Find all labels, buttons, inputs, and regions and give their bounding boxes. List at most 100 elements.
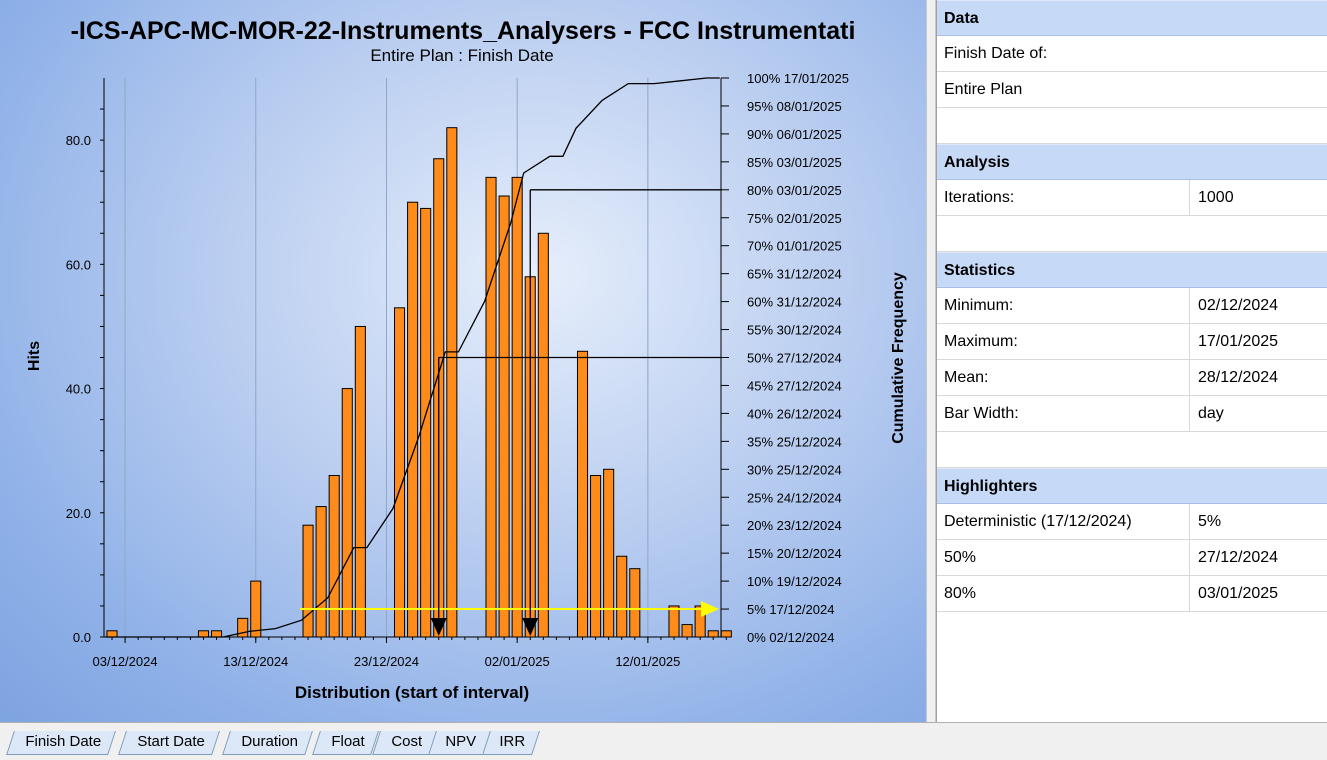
chart-subtitle: Entire Plan : Finish Date bbox=[370, 46, 553, 65]
minimum-label: Minimum: bbox=[944, 297, 1014, 314]
x-tick-label: 12/01/2025 bbox=[615, 654, 680, 669]
cumulative-tick-label: 95% 08/01/2025 bbox=[747, 99, 842, 114]
histogram-bar bbox=[341, 388, 353, 638]
cumulative-tick-label: 90% 06/01/2025 bbox=[747, 127, 842, 142]
tab-start-date[interactable]: Start Date bbox=[118, 731, 220, 755]
y-tick-label: 80.0 bbox=[66, 133, 91, 148]
panel-splitter[interactable] bbox=[926, 0, 936, 722]
cumulative-tick-label: 25% 24/12/2024 bbox=[747, 490, 842, 505]
y2-axis-label: Cumulative Frequency bbox=[890, 272, 907, 444]
mean-value: 28/12/2024 bbox=[1189, 360, 1278, 395]
histogram-bar bbox=[328, 475, 340, 638]
tab-cost-label: Cost bbox=[391, 733, 423, 750]
cumulative-tick-label: 10% 19/12/2024 bbox=[747, 574, 842, 589]
histogram-bar bbox=[211, 630, 223, 638]
cumulative-curve bbox=[105, 77, 720, 638]
tab-cost[interactable]: Cost bbox=[372, 731, 437, 755]
histogram-bar bbox=[576, 350, 589, 638]
cumulative-tick-label: 5% 17/12/2024 bbox=[747, 602, 834, 617]
highlighter-80-row[interactable]: 80% 03/01/2025 bbox=[937, 576, 1327, 612]
data-header-label: Data bbox=[944, 10, 979, 27]
histogram-bar bbox=[197, 630, 210, 638]
y-tick-label: 40.0 bbox=[66, 382, 91, 397]
histogram-bar bbox=[707, 630, 719, 638]
bar-width-label: Bar Width: bbox=[944, 405, 1019, 422]
cumulative-tick-label: 30% 25/12/2024 bbox=[747, 462, 842, 477]
histogram-bar bbox=[446, 127, 458, 638]
y-axis-label: Hits bbox=[26, 341, 43, 371]
entire-plan-row: Entire Plan bbox=[937, 72, 1327, 108]
tab-irr-label: IRR bbox=[499, 733, 526, 750]
cumulative-tick-label: 20% 23/12/2024 bbox=[747, 518, 842, 533]
percentile-marker-icon bbox=[522, 618, 539, 636]
histogram-bar bbox=[315, 506, 327, 638]
finish-date-of-row: Finish Date of: bbox=[937, 36, 1327, 72]
tab-duration[interactable]: Duration bbox=[222, 731, 313, 755]
analysis-tabs-bar: Finish Date Start Date Duration Float Co… bbox=[0, 722, 1327, 760]
cumulative-tick-label: 0% 02/12/2024 bbox=[747, 630, 834, 645]
histogram-bar bbox=[498, 195, 510, 638]
highlighter-deterministic-label: Deterministic (17/12/2024) bbox=[944, 513, 1132, 530]
histogram-bar bbox=[616, 555, 628, 638]
cumulative-tick-label: 15% 20/12/2024 bbox=[747, 546, 842, 561]
histogram-chart-panel: -ICS-APC-MC-MOR-22-Instruments_Analysers… bbox=[0, 0, 926, 722]
iterations-row: Iterations: 1000 bbox=[937, 180, 1327, 216]
maximum-label: Maximum: bbox=[944, 333, 1018, 350]
tab-finish-date[interactable]: Finish Date bbox=[6, 731, 116, 755]
highlighters-section-header: Highlighters bbox=[937, 468, 1327, 504]
highlighter-80-value: 03/01/2025 bbox=[1189, 576, 1278, 611]
histogram-bar bbox=[537, 232, 549, 638]
bar-width-row: Bar Width: day bbox=[937, 396, 1327, 432]
tab-npv-label: NPV bbox=[445, 733, 477, 750]
tab-start-date-label: Start Date bbox=[137, 733, 205, 750]
highlighter-50-row[interactable]: 50% 27/12/2024 bbox=[937, 540, 1327, 576]
cumulative-tick-label: 70% 01/01/2025 bbox=[747, 239, 842, 254]
histogram-bar bbox=[629, 568, 641, 638]
histogram-bar bbox=[590, 475, 602, 638]
data-section-header: Data bbox=[937, 0, 1327, 36]
mean-label: Mean: bbox=[944, 369, 989, 386]
histogram-bar bbox=[668, 605, 680, 638]
cumulative-tick-label: 65% 31/12/2024 bbox=[747, 267, 842, 282]
percentile-marker-icon bbox=[430, 618, 447, 636]
mean-row: Mean: 28/12/2024 bbox=[937, 360, 1327, 396]
histogram-bar bbox=[420, 207, 432, 638]
highlighter-deterministic-row[interactable]: Deterministic (17/12/2024) 5% bbox=[937, 504, 1327, 540]
blank-row bbox=[937, 108, 1327, 144]
histogram-bar bbox=[485, 176, 497, 638]
statistics-side-panel: Data Finish Date of: Entire Plan Analysi… bbox=[936, 0, 1327, 722]
y-tick-label: 0.0 bbox=[73, 630, 91, 645]
highlighter-80-label: 80% bbox=[944, 585, 977, 602]
cumulative-tick-label: 85% 03/01/2025 bbox=[747, 155, 842, 170]
y-tick-label: 20.0 bbox=[66, 506, 91, 521]
cumulative-tick-label: 40% 26/12/2024 bbox=[747, 406, 842, 421]
histogram-bar bbox=[511, 176, 523, 638]
histogram-bar bbox=[394, 307, 406, 638]
x-axis-label: Distribution (start of interval) bbox=[295, 683, 529, 702]
tab-finish-date-label: Finish Date bbox=[25, 733, 102, 750]
iterations-value: 1000 bbox=[1189, 180, 1234, 215]
minimum-row: Minimum: 02/12/2024 bbox=[937, 288, 1327, 324]
histogram-bar bbox=[720, 630, 732, 638]
cumulative-tick-label: 80% 03/01/2025 bbox=[747, 183, 842, 198]
analysis-header-label: Analysis bbox=[944, 154, 1010, 171]
deterministic-arrow-icon bbox=[701, 601, 719, 618]
x-tick-label: 03/12/2024 bbox=[93, 654, 158, 669]
tab-duration-label: Duration bbox=[241, 733, 299, 750]
tab-npv[interactable]: NPV bbox=[426, 731, 491, 755]
tab-float[interactable]: Float bbox=[312, 731, 380, 755]
maximum-value: 17/01/2025 bbox=[1189, 324, 1278, 359]
cumulative-tick-label: 60% 31/12/2024 bbox=[747, 295, 842, 310]
tab-float-label: Float bbox=[331, 733, 365, 750]
histogram-bar bbox=[354, 325, 366, 638]
histogram-bar bbox=[681, 624, 693, 638]
cumulative-tick-label: 35% 25/12/2024 bbox=[747, 434, 842, 449]
blank-row bbox=[937, 216, 1327, 252]
highlighter-50-value: 27/12/2024 bbox=[1189, 540, 1278, 575]
chart-title: -ICS-APC-MC-MOR-22-Instruments_Analysers… bbox=[71, 17, 856, 45]
y-tick-label: 60.0 bbox=[66, 257, 91, 272]
finish-date-of-label: Finish Date of: bbox=[944, 45, 1048, 62]
highlighters-header-label: Highlighters bbox=[944, 478, 1038, 495]
histogram-bar bbox=[302, 524, 314, 638]
statistics-section-header: Statistics bbox=[937, 252, 1327, 288]
